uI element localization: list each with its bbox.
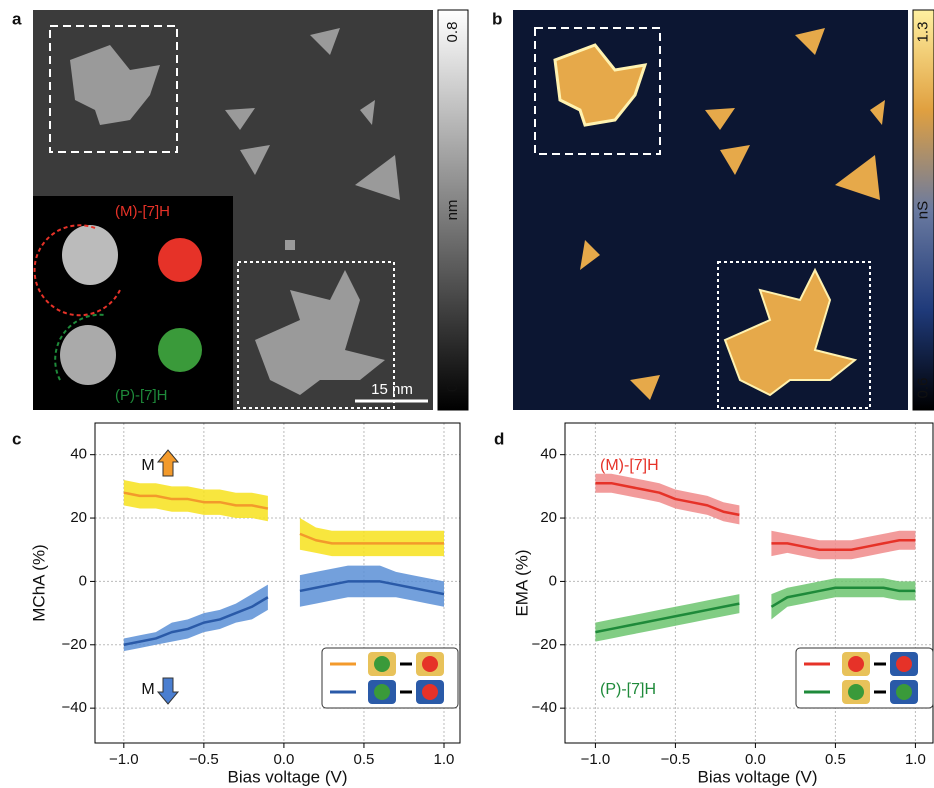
annotation: M — [141, 681, 154, 698]
y-axis-label: MChA (%) — [29, 544, 48, 621]
x-axis-label: Bias voltage (V) — [228, 767, 348, 786]
annotation-arrow — [158, 450, 178, 476]
series-label: (M)-[7]H — [600, 457, 659, 474]
x-tick-label: −1.0 — [581, 751, 611, 768]
y-tick-label: 0 — [79, 572, 87, 589]
colorbar-tick-label: 0 — [444, 384, 461, 392]
legend-molecule — [848, 656, 864, 672]
y-tick-label: 20 — [70, 509, 87, 526]
legend-molecule — [896, 684, 912, 700]
colorbar-label: nm — [444, 200, 461, 221]
y-tick-label: −20 — [62, 636, 87, 653]
colorbar-tick-label: 1.3 — [914, 22, 931, 43]
figure: (M)-[7]H (P)-[7]H 15 nm a b c d 0 0.8 nm 0.… — [0, 0, 934, 788]
x-tick-label: 0.0 — [273, 751, 294, 768]
legend-molecule — [422, 684, 438, 700]
x-tick-label: −0.5 — [661, 751, 691, 768]
y-tick-label: −40 — [532, 699, 557, 716]
y-tick-label: 40 — [540, 446, 557, 463]
image-annotation: (M)-[7]H — [115, 203, 170, 220]
panel-label: b — [492, 9, 502, 28]
y-tick-label: 0 — [549, 572, 557, 589]
colorbar-label: nS — [914, 201, 931, 219]
scale-bar-label: 15 nm — [371, 381, 413, 398]
x-axis-label: Bias voltage (V) — [698, 767, 818, 786]
x-tick-label: −1.0 — [109, 751, 139, 768]
y-tick-label: −40 — [62, 699, 87, 716]
x-tick-label: 0.0 — [745, 751, 766, 768]
stm-conductance-map — [513, 10, 908, 410]
y-axis-label: EMA (%) — [512, 549, 531, 616]
x-tick-label: 1.0 — [434, 751, 455, 768]
annotation-arrow — [158, 678, 178, 704]
x-tick-label: −0.5 — [189, 751, 219, 768]
image-annotation: (P)-[7]H — [115, 387, 168, 404]
legend-molecule — [374, 656, 390, 672]
y-tick-label: −20 — [532, 636, 557, 653]
legend-molecule — [848, 684, 864, 700]
annotation: M — [141, 457, 154, 474]
legend-molecule — [896, 656, 912, 672]
y-tick-label: 40 — [70, 446, 87, 463]
page: (M)-[7]H (P)-[7]H 15 nm a b c d 0 0.8 nm 0.… — [0, 0, 934, 788]
x-tick-label: 0.5 — [825, 751, 846, 768]
colorbar-tick-label: 0.8 — [444, 22, 461, 43]
colorbar-tick-label: 0.6 — [914, 378, 931, 399]
panel-label: a — [12, 9, 22, 28]
panel-label: d — [494, 429, 504, 448]
legend-molecule — [374, 684, 390, 700]
series-label: (P)-[7]H — [600, 681, 656, 698]
x-tick-label: 1.0 — [905, 751, 926, 768]
stm-topography — [33, 10, 433, 410]
panel-label: c — [12, 429, 21, 448]
legend-molecule — [422, 656, 438, 672]
x-tick-label: 0.5 — [354, 751, 375, 768]
y-tick-label: 20 — [540, 509, 557, 526]
